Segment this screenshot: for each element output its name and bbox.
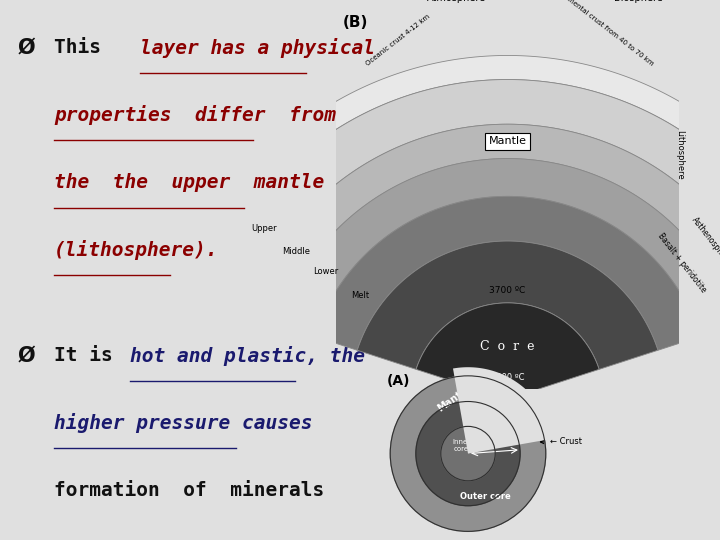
Text: Mantle: Mantle bbox=[436, 384, 472, 414]
Text: Lower: Lower bbox=[313, 267, 338, 276]
Polygon shape bbox=[357, 241, 658, 369]
Text: 6378 km: 6378 km bbox=[480, 436, 510, 442]
Text: It is: It is bbox=[54, 346, 125, 365]
Text: Upper: Upper bbox=[251, 224, 277, 233]
Text: properties  differ  from: properties differ from bbox=[54, 105, 336, 125]
Polygon shape bbox=[204, 79, 720, 314]
Circle shape bbox=[416, 402, 520, 505]
Text: Oceanic crust 4-12 km: Oceanic crust 4-12 km bbox=[364, 14, 431, 67]
Text: Melt: Melt bbox=[351, 291, 369, 300]
Text: (A): (A) bbox=[387, 374, 410, 388]
Text: Basalt + peridotite: Basalt + peridotite bbox=[657, 231, 708, 294]
Circle shape bbox=[390, 376, 546, 531]
Text: Lithosphere: Lithosphere bbox=[675, 130, 684, 179]
Text: Ø: Ø bbox=[18, 346, 35, 366]
Text: Continental crust from 40 to 70 km: Continental crust from 40 to 70 km bbox=[553, 0, 654, 67]
Polygon shape bbox=[181, 56, 720, 300]
Circle shape bbox=[441, 427, 495, 481]
Text: (B): (B) bbox=[343, 15, 368, 30]
Text: C  o  r  e: C o r e bbox=[480, 340, 535, 353]
Polygon shape bbox=[453, 367, 553, 454]
Text: Biosphere: Biosphere bbox=[614, 0, 662, 3]
Text: Asthenosphere: Asthenosphere bbox=[690, 215, 720, 266]
Text: 4300 ºC: 4300 ºC bbox=[491, 374, 524, 382]
Polygon shape bbox=[279, 159, 720, 336]
Text: hot and plastic, the: hot and plastic, the bbox=[130, 346, 364, 366]
Text: Mantle: Mantle bbox=[489, 137, 526, 146]
Text: Ø: Ø bbox=[18, 38, 35, 58]
Text: Atmosphere: Atmosphere bbox=[426, 0, 485, 3]
Text: Middle: Middle bbox=[282, 247, 310, 256]
Text: higher pressure causes: higher pressure causes bbox=[54, 413, 312, 433]
Text: ← Crust: ← Crust bbox=[541, 437, 582, 447]
Text: the  the  upper  mantle: the the upper mantle bbox=[54, 173, 324, 192]
Text: (lithosphere).: (lithosphere). bbox=[54, 240, 218, 260]
Text: formation  of  minerals: formation of minerals bbox=[54, 481, 324, 500]
Text: 3700 ºC: 3700 ºC bbox=[490, 286, 526, 295]
Polygon shape bbox=[246, 124, 720, 325]
Text: This: This bbox=[54, 38, 113, 57]
Text: layer has a physical: layer has a physical bbox=[140, 38, 375, 58]
Polygon shape bbox=[315, 197, 701, 350]
Text: Outer core: Outer core bbox=[460, 492, 510, 501]
Text: Inner
core: Inner core bbox=[452, 440, 470, 453]
Polygon shape bbox=[416, 303, 599, 399]
